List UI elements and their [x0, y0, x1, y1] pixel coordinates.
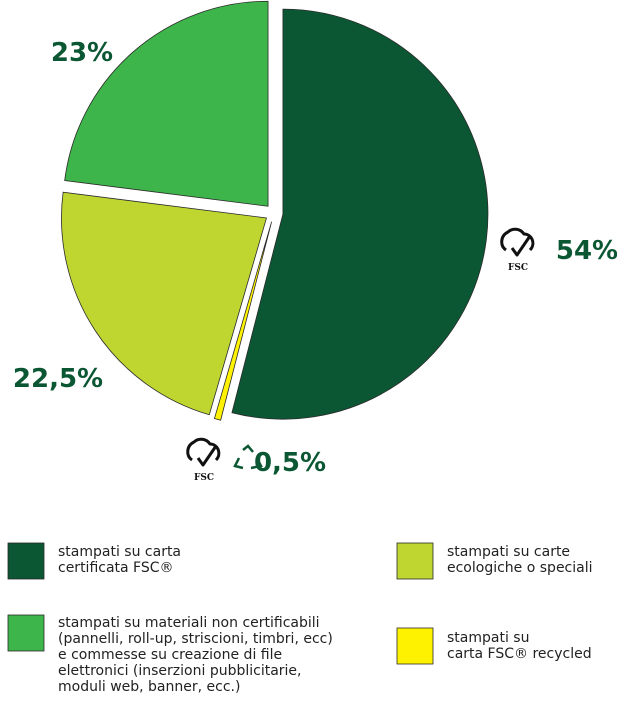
legend-swatch — [7, 614, 45, 652]
pie-slice — [231, 8, 489, 420]
legend-label: stampati su carta FSC® recycled — [447, 630, 592, 662]
pie-slice — [64, 0, 269, 207]
legend-label: stampati su materiali non certificabili(… — [58, 615, 333, 695]
legend-label: stampati su carte ecologiche o speciali — [447, 544, 593, 576]
pie-slice — [213, 221, 273, 421]
recycle-icon — [233, 444, 263, 470]
value-label: 22,5% — [13, 364, 103, 394]
legend-swatch — [7, 542, 45, 580]
icon-label: FSC — [194, 473, 214, 483]
legend-swatch — [396, 542, 434, 580]
icon-label: FSC — [508, 263, 528, 273]
value-label: 0,5% — [254, 448, 326, 478]
pie-slice — [61, 191, 267, 416]
legend-swatch — [396, 627, 434, 665]
value-label: 54% — [556, 236, 617, 266]
value-label: 23% — [51, 38, 113, 68]
fsc-icon: FSC — [500, 227, 535, 273]
legend-label: stampati su carta certificata FSC® — [58, 544, 181, 576]
fsc-icon: FSC — [186, 437, 221, 483]
